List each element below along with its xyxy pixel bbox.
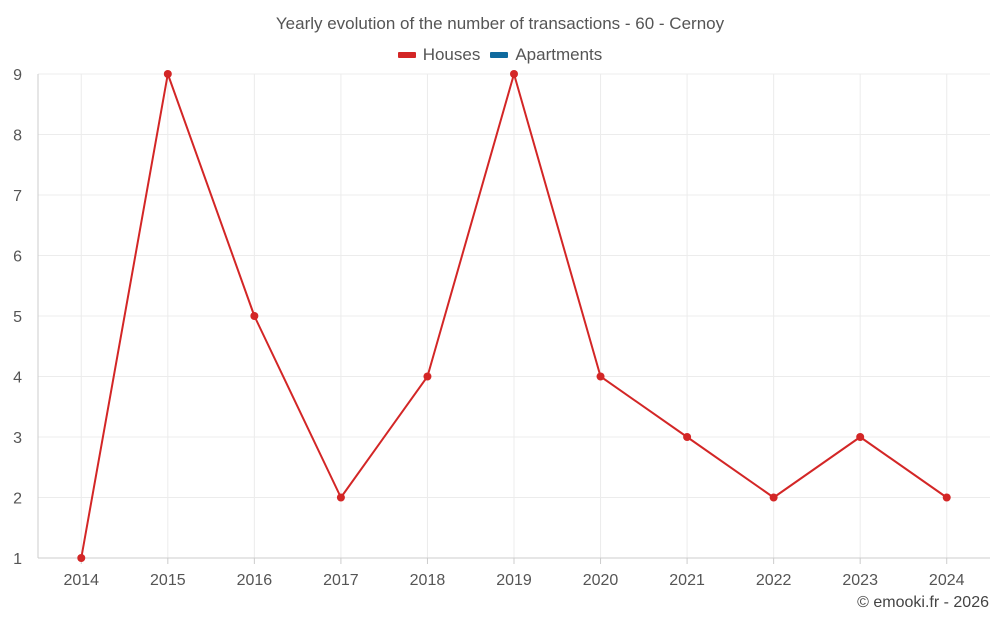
legend-item-houses[interactable]: Houses: [397, 45, 481, 65]
legend-swatch-houses: [397, 52, 416, 58]
data-point-houses: [856, 433, 865, 441]
legend-label-apartments: Apartments: [515, 45, 603, 64]
y-tick-label: 5: [13, 309, 22, 326]
data-point-houses: [683, 433, 692, 441]
y-tick-label: 6: [13, 249, 22, 266]
credit-text: © emooki.fr - 2026: [857, 594, 989, 611]
x-tick-label: 2017: [323, 572, 359, 589]
x-tick-label: 2019: [496, 572, 532, 589]
data-point-houses: [336, 493, 345, 502]
legend-label-houses: Houses: [422, 45, 481, 64]
x-tick-label: 2024: [929, 572, 965, 589]
series-layer: [77, 70, 951, 562]
x-tick-label: 2023: [842, 572, 878, 589]
x-tick-label: 2021: [669, 572, 705, 589]
data-point-houses: [423, 372, 432, 381]
x-tick-label: 2014: [63, 572, 99, 589]
data-point-houses: [163, 70, 172, 78]
x-tick-label: 2015: [150, 572, 186, 589]
x-tick-label: 2022: [756, 572, 792, 589]
y-tick-label: 3: [13, 430, 22, 447]
y-tick-label: 2: [13, 491, 22, 508]
y-tick-label: 9: [13, 67, 22, 84]
data-point-houses: [596, 372, 605, 381]
axis-layer: 1 2 3 4 5 6 7 8 9 2014 2015 2016 2017 2018 2019 2020 202…: [13, 67, 990, 589]
y-tick-label: 4: [13, 370, 22, 387]
legend-swatch-apartments: [490, 52, 509, 58]
y-tick-label: 7: [13, 188, 22, 205]
chart-title: Yearly evolution of the number of transa…: [275, 14, 725, 33]
y-tick-label: 1: [13, 551, 22, 568]
x-tick-label: 2020: [583, 572, 619, 589]
data-point-houses: [942, 493, 951, 502]
data-point-houses: [250, 312, 259, 320]
data-point-houses: [510, 70, 518, 78]
grid-layer: [38, 73, 990, 558]
legend-item-apartments[interactable]: Apartments: [490, 45, 602, 65]
y-tick-label: 8: [13, 128, 22, 145]
x-tick-label: 2018: [410, 572, 446, 589]
data-point-houses: [77, 554, 86, 562]
x-tick-label: 2016: [237, 572, 273, 589]
data-point-houses: [769, 493, 778, 502]
chart-legend: Houses Apartments: [0, 45, 1000, 65]
